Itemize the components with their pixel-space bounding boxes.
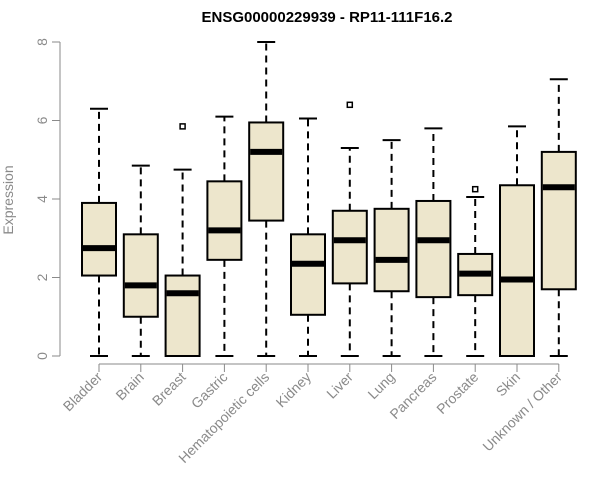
box-skin xyxy=(499,125,535,357)
y-tick-label: 8 xyxy=(34,38,50,46)
iqr-box xyxy=(290,233,326,316)
box-hematopoietic-cells xyxy=(248,41,285,357)
outlier-point xyxy=(346,101,354,109)
box-kidney xyxy=(290,117,326,357)
iqr-box xyxy=(373,207,410,293)
y-tick-label: 0 xyxy=(34,352,50,360)
box-pancreas xyxy=(415,127,452,357)
outlier-point xyxy=(179,123,186,130)
x-tick-label: Lung xyxy=(364,369,397,402)
box-liver xyxy=(331,101,368,357)
x-tick-label: Bladder xyxy=(60,369,106,415)
box-gastric xyxy=(206,115,243,357)
y-axis-label: Expression xyxy=(0,165,16,234)
box-prostate xyxy=(457,185,494,357)
iqr-box xyxy=(415,199,452,299)
iqr-box xyxy=(206,180,243,261)
box-lung xyxy=(373,139,410,357)
iqr-box xyxy=(331,209,368,285)
x-tick-label: Brain xyxy=(112,369,146,403)
box-unknown-other xyxy=(540,78,577,357)
box-brain xyxy=(122,164,159,357)
y-tick-label: 6 xyxy=(34,116,50,124)
y-tick-label: 2 xyxy=(34,273,50,281)
x-tick-label: Unknown / Other xyxy=(479,369,565,455)
box-breast xyxy=(164,123,201,358)
x-tick-label: Breast xyxy=(149,369,189,409)
plot-area xyxy=(81,41,577,358)
chart-title: ENSG00000229939 - RP11-111F16.2 xyxy=(201,9,452,26)
iqr-box xyxy=(164,274,201,358)
y-tick-label: 4 xyxy=(34,195,50,203)
outlier-point xyxy=(471,185,479,193)
iqr-box xyxy=(81,201,117,277)
y-axis: 0 2 4 6 8 xyxy=(34,38,61,360)
iqr-box xyxy=(499,184,535,357)
x-tick-label: Liver xyxy=(323,369,356,402)
iqr-box xyxy=(248,121,285,222)
iqr-box xyxy=(122,233,159,318)
x-tick-label: Prostate xyxy=(433,369,481,417)
x-tick-label: Kidney xyxy=(273,369,315,411)
x-tick-label: Skin xyxy=(493,369,524,400)
box-bladder xyxy=(81,107,117,357)
iqr-box xyxy=(540,150,577,291)
